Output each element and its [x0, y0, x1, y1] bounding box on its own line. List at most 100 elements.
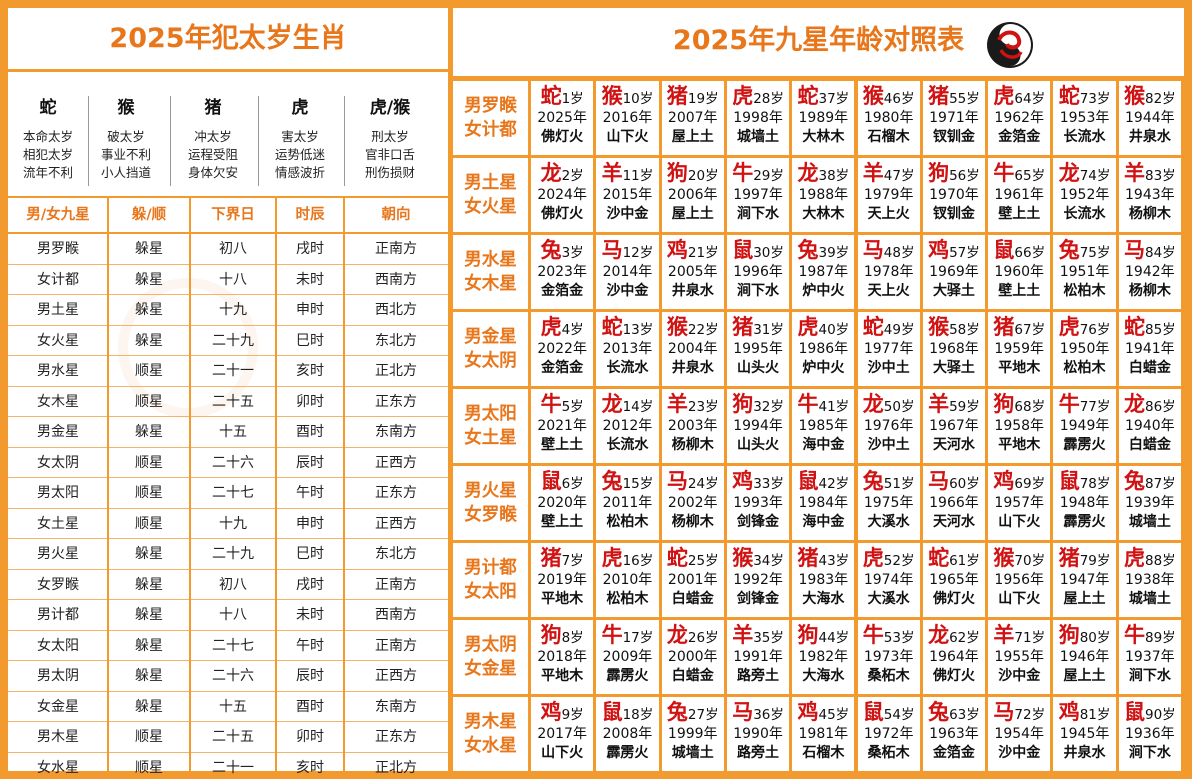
zodiac-animal: 猪 [540, 546, 562, 570]
age-cell-header: 鸡69岁 [988, 466, 1050, 494]
age: 2岁 [561, 168, 584, 184]
left-table-cell: 女太阳 [37, 637, 79, 654]
zodiac-effect: 情感波折 [274, 165, 325, 180]
age-cell: 鼠30岁 1996年 涧下水 [726, 235, 790, 309]
star-name: 女水星 [464, 736, 517, 756]
nayin-element: 壁上土 [998, 283, 1041, 299]
left-table-cell: 西南方 [375, 271, 417, 288]
age-cell-header: 马72岁 [988, 697, 1050, 725]
age-cell-header: 龙38岁 [792, 158, 854, 186]
birth-year: 1999年 [667, 726, 718, 742]
nayin-element: 松柏木 [1063, 283, 1106, 299]
age-cell: 猴46岁 1980年 石榴木 [857, 81, 920, 155]
age-cell: 猴70岁 1956年 山下火 [988, 543, 1051, 617]
age-cell-header: 鸡33岁 [727, 466, 789, 494]
age-cell: 鸡9岁 2017年 山下火 [531, 697, 594, 771]
nayin-element: 松柏木 [606, 591, 649, 607]
birth-year: 1984年 [798, 495, 849, 511]
zodiac-animal: 龙 [666, 623, 688, 647]
left-table-cell: 申时 [296, 515, 324, 532]
nayin-element: 井泉水 [1128, 129, 1171, 145]
age-cell: 马12岁 2014年 沙中金 [596, 235, 659, 309]
left-table-cell: 男罗睺 [37, 241, 79, 257]
age-cell: 蛇61岁 1965年 佛灯火 [922, 543, 986, 617]
age-cell-header: 鸡45岁 [792, 697, 854, 725]
left-table-cell: 躲星 [135, 607, 163, 623]
zodiac-animal: 兔 [540, 238, 562, 262]
nayin-element: 平地木 [998, 360, 1041, 376]
age-cell-header: 鼠6岁 [531, 466, 593, 494]
zodiac-animal: 鼠 [540, 469, 562, 493]
age-cell-header: 龙2岁 [531, 158, 593, 186]
age-cell-header: 虎52岁 [858, 543, 920, 571]
nayin-element: 松柏木 [1063, 360, 1106, 376]
birth-year: 2016年 [602, 110, 653, 126]
left-table-cell: 西北方 [375, 302, 417, 318]
age-cell: 鼠18岁 2008年 霹雳火 [596, 697, 659, 771]
birth-year: 1968年 [929, 341, 979, 357]
age: 54岁 [883, 707, 915, 723]
birth-year: 1994年 [733, 418, 783, 434]
zodiac-animal: 狗 [928, 161, 950, 185]
age-cell-header: 牛53岁 [858, 620, 920, 648]
left-table-cell: 男太阳 [37, 485, 79, 501]
age-cell: 狗44岁 1982年 大海水 [792, 620, 855, 694]
zodiac-animal: 马 [601, 238, 623, 262]
star-row-label: 男太阴 女金星 [453, 620, 528, 694]
left-table-cell: 女火星 [37, 332, 79, 349]
zodiac-animal: 马 [732, 700, 754, 724]
zodiac-animal: 龙 [928, 623, 950, 647]
left-table-cell: 女土星 [37, 515, 79, 532]
age-cell-header: 马84岁 [1119, 235, 1181, 263]
left-table-row: 男太阳 顺星 二十七 午时 正东方 [8, 478, 448, 509]
birth-year: 1943年 [1125, 187, 1175, 203]
nayin-element: 杨柳木 [671, 437, 714, 453]
age-cell: 虎16岁 2010年 松柏木 [596, 543, 659, 617]
zodiac-effect: 冲太岁 [194, 129, 232, 144]
zodiac-effect: 小人挡道 [100, 165, 151, 180]
zodiac-animal: 猪 [797, 546, 819, 570]
left-table-cell: 男金星 [37, 424, 79, 440]
birth-year: 2008年 [602, 726, 653, 742]
age-cell: 牛29岁 1997年 涧下水 [726, 158, 790, 232]
age-cell: 虎28岁 1998年 城墙土 [726, 81, 790, 155]
age-cell-header: 兔3岁 [531, 235, 593, 263]
age: 9岁 [561, 707, 584, 723]
age: 85岁 [1144, 322, 1176, 338]
zodiac-animal: 鸡 [1058, 700, 1080, 724]
age-cell: 马72岁 1954年 沙中金 [988, 697, 1051, 771]
zodiac-animal: 鼠 [601, 700, 623, 724]
age-cell-header: 猪55岁 [923, 81, 985, 109]
nayin-element: 钗钏金 [932, 206, 975, 222]
zodiac-animal: 龙 [540, 161, 562, 185]
age: 16岁 [622, 553, 654, 569]
nayin-element: 霹雳火 [606, 745, 649, 761]
birth-year: 1936年 [1125, 726, 1175, 742]
left-column-divider [189, 196, 191, 771]
age-cell-header: 虎64岁 [988, 81, 1050, 109]
age-cell: 牛77岁 1949年 霹雳火 [1053, 389, 1116, 463]
birth-year: 1971年 [929, 110, 979, 126]
left-table-cell: 酉时 [296, 424, 324, 440]
age-cell: 牛53岁 1973年 桑柘木 [857, 620, 920, 694]
age-cell: 狗68岁 1958年 平地木 [988, 389, 1051, 463]
age: 50岁 [883, 399, 915, 415]
age: 12岁 [622, 245, 654, 261]
age-cell-header: 龙62岁 [923, 620, 985, 648]
zodiac-animal: 牛 [1058, 392, 1080, 416]
zodiac-divider [170, 96, 171, 186]
left-table-cell: 十五 [219, 424, 247, 440]
birth-year: 1954年 [994, 726, 1045, 742]
star-name: 男太阳 [464, 404, 517, 424]
birth-year: 2003年 [667, 418, 718, 434]
left-table-cell: 亥时 [296, 759, 324, 776]
nayin-element: 井泉水 [671, 360, 714, 376]
nayin-element: 天上火 [867, 283, 910, 299]
nayin-element: 松柏木 [606, 514, 649, 530]
age-cell-header: 鼠42岁 [792, 466, 854, 494]
birth-year: 2000年 [667, 649, 718, 665]
zodiac-effect: 刑伤损财 [364, 165, 415, 180]
zodiac-animal: 鸡 [732, 469, 754, 493]
star-name: 男计都 [464, 558, 517, 578]
age: 32岁 [753, 399, 784, 415]
